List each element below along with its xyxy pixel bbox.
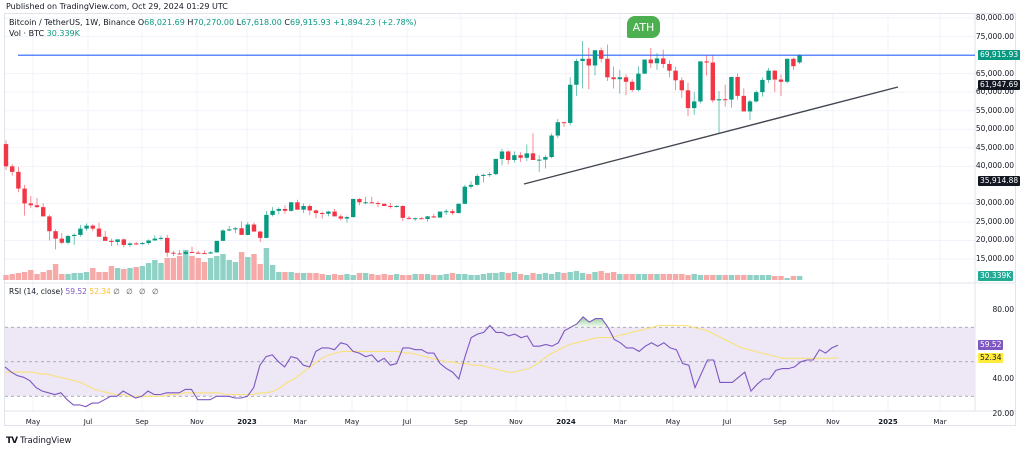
tradingview-logo-text: TradingView — [20, 436, 72, 446]
rsi-legend: RSI (14, close) 59.52 52.34 ∅ ∅ ∅ ∅ — [9, 287, 161, 296]
chart-frame — [4, 13, 1016, 426]
volume-label[interactable]: Vol · BTC — [9, 29, 45, 38]
price-tick-label: 40,000.00 — [975, 161, 1014, 171]
time-tick-label: Jul — [83, 418, 93, 426]
time-tick-label: May — [25, 418, 41, 426]
time-tick-label: Sep — [454, 418, 468, 426]
time-tick-label: Mar — [293, 418, 307, 426]
low-value: 67,618.00 — [241, 18, 282, 27]
published-info: Published on TradingView.com, Oct 29, 20… — [6, 2, 228, 11]
price-tick-label: 80,000.00 — [975, 13, 1014, 22]
time-tick-label: Nov — [190, 418, 204, 426]
close-value: 69,915.93 — [289, 18, 331, 27]
tradingview-logo[interactable]: TV TradingView — [6, 436, 71, 446]
time-tick-label: Nov — [509, 418, 523, 426]
high-value: 70,270.00 — [193, 18, 235, 27]
time-tick-label: 2025 — [878, 418, 898, 426]
time-tick-label: May — [344, 418, 360, 426]
price-tick-label: 15,000.00 — [975, 254, 1014, 264]
rsi-ma-value: 52.34 — [89, 287, 111, 296]
time-tick-label: Mar — [613, 418, 627, 426]
volume-value: 30.339K — [46, 29, 80, 38]
price-tick-label: 55,000.00 — [975, 105, 1014, 115]
price-tick-label: 65,000.00 — [975, 68, 1014, 78]
volume-tag: 30.339K — [978, 271, 1014, 281]
time-tick-label: Sep — [773, 418, 787, 426]
rsi-tick-label: 80.00 — [992, 305, 1014, 314]
symbol-name[interactable]: Bitcoin / TetherUS, 1W, Binance — [9, 18, 136, 27]
time-tick-label: Jul — [402, 418, 412, 426]
time-tick-label: 2023 — [237, 418, 257, 426]
time-tick-label: 2024 — [556, 418, 576, 426]
price-tick-label: 30,000.00 — [975, 198, 1014, 208]
rsi-tag: 59.52 — [978, 340, 1004, 351]
rsi-label[interactable]: RSI (14, close) — [9, 287, 64, 296]
price-tag: 69,915.93 — [978, 50, 1021, 61]
rsi-tag: 52.34 — [978, 352, 1004, 363]
price-tag: 35,914.88 — [978, 176, 1021, 187]
tradingview-logo-icon: TV — [6, 436, 18, 446]
price-tick-label: 60,000.00 — [975, 87, 1014, 97]
high-label: H — [187, 18, 194, 27]
open-label: O — [137, 18, 145, 27]
price-tick-label: 50,000.00 — [975, 124, 1014, 134]
rsi-tick-label: 20.00 — [992, 408, 1014, 418]
ath-annotation[interactable]: ATH — [627, 16, 660, 38]
symbol-legend: Bitcoin / TetherUS, 1W, Binance O68,021.… — [9, 17, 416, 39]
close-label: C — [284, 18, 290, 27]
time-tick-label: Mar — [933, 418, 947, 426]
price-tick-label: 75,000.00 — [975, 31, 1014, 41]
change-value: +1,894.23 (+2.78%) — [333, 18, 417, 27]
rsi-value: 59.52 — [65, 287, 87, 296]
price-tick-label: 45,000.00 — [975, 142, 1014, 152]
price-tick-label: 25,000.00 — [975, 216, 1014, 226]
low-label: L — [236, 18, 242, 27]
rsi-tick-label: 40.00 — [992, 374, 1014, 383]
price-tick-label: 20,000.00 — [975, 235, 1014, 245]
time-tick-label: Jul — [722, 418, 732, 426]
open-value: 68,021.69 — [144, 18, 185, 27]
time-tick-label: May — [665, 418, 681, 426]
time-tick-label: Sep — [135, 418, 149, 426]
price-tag: 61,947.69 — [978, 79, 1021, 90]
time-tick-label: Nov — [826, 418, 840, 426]
rsi-empty-values: ∅ ∅ ∅ ∅ — [113, 287, 161, 296]
